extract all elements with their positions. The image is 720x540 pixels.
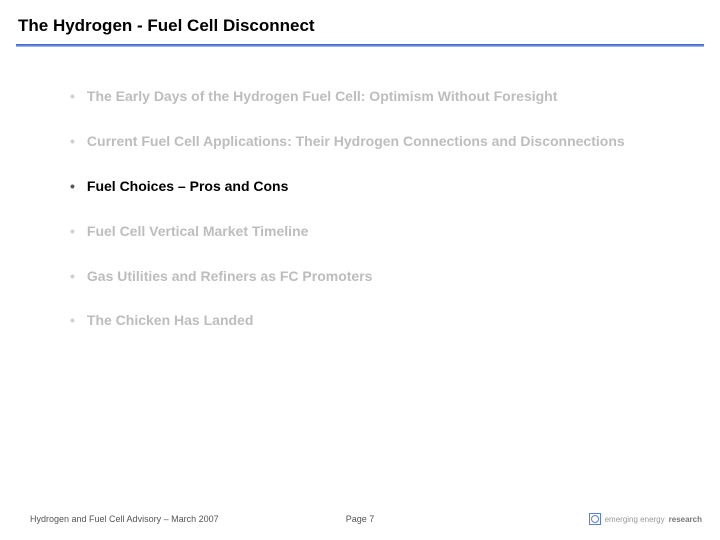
bullet-dot-icon: • <box>70 222 75 241</box>
slide-title: The Hydrogen - Fuel Cell Disconnect <box>0 0 720 44</box>
list-item-label: The Chicken Has Landed <box>87 311 253 330</box>
page-number: Page 7 <box>346 514 375 524</box>
list-item-label: Current Fuel Cell Applications: Their Hy… <box>87 132 625 151</box>
bullet-dot-icon: • <box>70 311 75 330</box>
brand-text-1: emerging energy <box>605 515 665 524</box>
list-item: • Fuel Choices – Pros and Cons <box>70 177 660 196</box>
footer-left-text: Hydrogen and Fuel Cell Advisory – March … <box>18 514 219 524</box>
list-item-label: Fuel Choices – Pros and Cons <box>87 177 289 196</box>
bullet-dot-icon: • <box>70 177 75 196</box>
list-item-label: The Early Days of the Hydrogen Fuel Cell… <box>87 87 557 106</box>
footer-brand: emerging energy research <box>589 513 702 525</box>
bullet-dot-icon: • <box>70 87 75 106</box>
footer: Hydrogen and Fuel Cell Advisory – March … <box>0 514 720 524</box>
bullet-dot-icon: • <box>70 267 75 286</box>
list-item: • The Early Days of the Hydrogen Fuel Ce… <box>70 87 660 106</box>
list-item: • The Chicken Has Landed <box>70 311 660 330</box>
bullet-list: • The Early Days of the Hydrogen Fuel Ce… <box>0 47 720 330</box>
list-item: • Current Fuel Cell Applications: Their … <box>70 132 660 151</box>
list-item: • Gas Utilities and Refiners as FC Promo… <box>70 267 660 286</box>
list-item-label: Fuel Cell Vertical Market Timeline <box>87 222 309 241</box>
list-item-label: Gas Utilities and Refiners as FC Promote… <box>87 267 373 286</box>
brand-text-2: research <box>669 515 702 524</box>
bullet-dot-icon: • <box>70 132 75 151</box>
list-item: • Fuel Cell Vertical Market Timeline <box>70 222 660 241</box>
logo-icon <box>589 513 601 525</box>
